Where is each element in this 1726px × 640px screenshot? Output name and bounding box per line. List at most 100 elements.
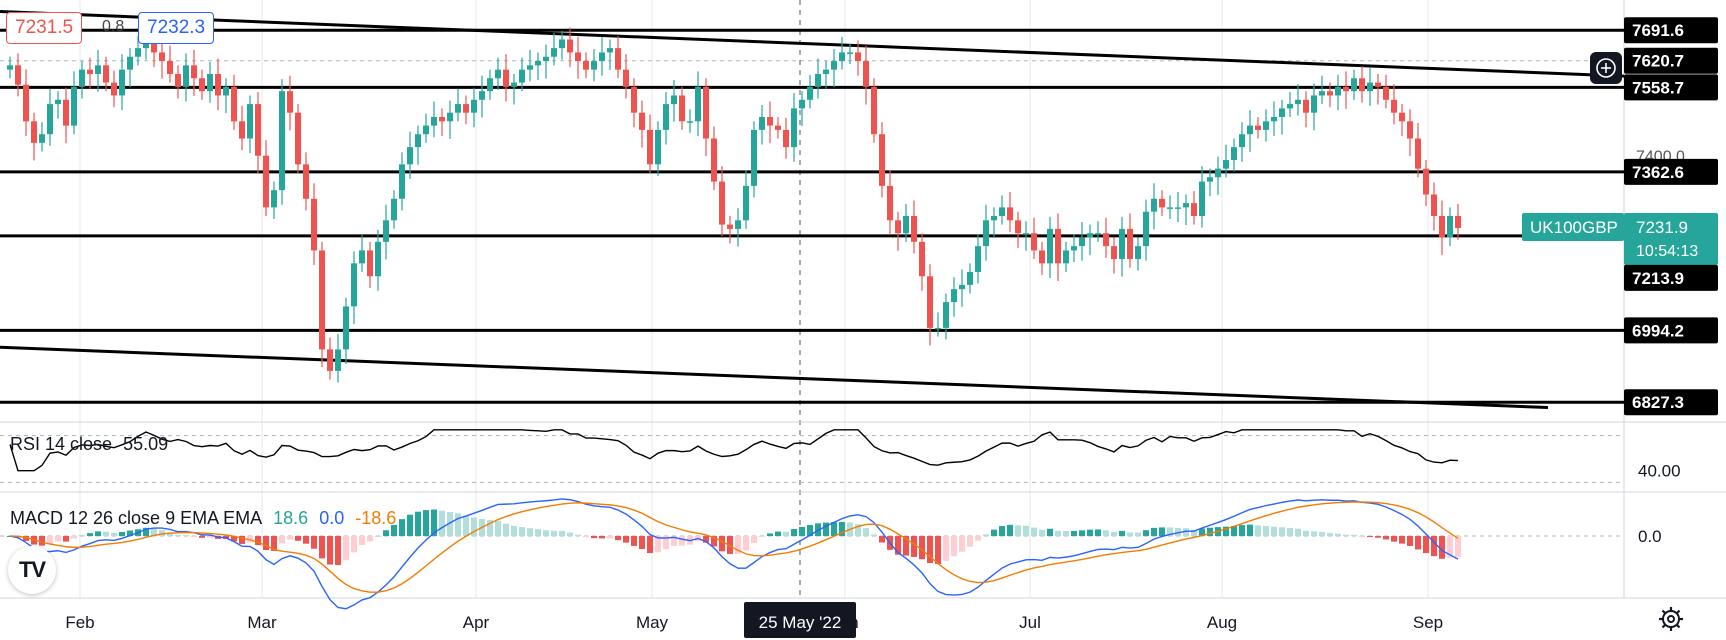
ask-price-box[interactable]: 7232.3 xyxy=(138,12,215,44)
macd-histogram-bar xyxy=(759,536,765,537)
macd-histogram-bar xyxy=(863,528,869,536)
macd-histogram-bar xyxy=(343,536,349,561)
axis-label-6994: 6994.2 xyxy=(1624,317,1718,344)
candle-body xyxy=(351,263,357,307)
candle-body xyxy=(239,121,245,139)
candle-body xyxy=(47,104,53,135)
macd-histogram-bar xyxy=(1447,536,1453,558)
axis-label-6994-text: 6994.2 xyxy=(1632,321,1684,340)
macd-histogram-bar xyxy=(503,523,509,536)
candle-body xyxy=(1255,125,1261,130)
macd-line xyxy=(9,498,1459,610)
rsi-legend-value: 55.09 xyxy=(123,434,169,454)
macd-histogram-bar xyxy=(431,509,437,536)
macd-histogram-bar xyxy=(1191,529,1197,536)
candle-body xyxy=(183,65,189,87)
candle-body xyxy=(415,134,421,148)
macd-histogram-bar xyxy=(447,511,453,536)
candle-body xyxy=(263,155,269,208)
candle-body xyxy=(1367,82,1373,92)
month-label: May xyxy=(636,613,669,632)
candle-body xyxy=(87,69,93,74)
candle-body xyxy=(1271,117,1277,122)
candle-body xyxy=(663,104,669,130)
macd-histogram-bar xyxy=(1423,536,1429,554)
candle-body xyxy=(1415,138,1421,169)
settings-gear-icon[interactable] xyxy=(1656,604,1686,634)
macd-histogram-bar xyxy=(631,536,637,546)
macd-histogram-bar xyxy=(543,530,549,536)
candle-body xyxy=(551,48,557,57)
time-axis[interactable]: FebMarAprMayJunJulAugSep25 May '22 xyxy=(65,602,1443,638)
macd-histogram-bar xyxy=(367,536,373,542)
add-alert-button[interactable] xyxy=(1590,52,1622,84)
macd-histogram-bar xyxy=(935,536,941,564)
candle-body xyxy=(807,86,813,100)
macd-histogram-bar xyxy=(207,536,213,538)
candle-body xyxy=(1263,121,1269,130)
month-label: Mar xyxy=(247,613,277,632)
macd-histogram-bar xyxy=(143,527,149,536)
macd-histogram-bar xyxy=(415,511,421,536)
macd-histogram-bar xyxy=(1071,530,1077,536)
candle-body xyxy=(1143,211,1149,247)
macd-legend[interactable]: MACD 12 26 close 9 EMA EMA 18.6 0.0 -18.… xyxy=(10,508,402,529)
rsi-legend-name: RSI 14 close xyxy=(10,434,113,454)
macd-histogram-bar xyxy=(911,536,917,557)
macd-histogram-bar xyxy=(295,536,301,541)
last-price-bg xyxy=(1624,213,1718,266)
candles xyxy=(7,19,1461,383)
macd-histogram-bar xyxy=(1103,530,1109,536)
candle-body xyxy=(879,134,885,186)
macd-histogram-bar xyxy=(991,529,997,536)
month-label: Jul xyxy=(1019,613,1041,632)
macd-legend-value-2: 0.0 xyxy=(319,508,345,528)
macd-histogram-bar xyxy=(575,534,581,536)
crosshair-date-text: 25 May '22 xyxy=(759,613,842,632)
candle-body xyxy=(199,78,205,92)
bid-price-box[interactable]: 7231.5 xyxy=(6,12,83,44)
candle-body xyxy=(503,69,509,87)
macd-histogram-bar xyxy=(311,536,317,549)
rsi-legend[interactable]: RSI 14 close 55.09 xyxy=(10,434,174,455)
candle-body xyxy=(1303,99,1309,113)
candle-body xyxy=(447,112,453,122)
macd-histogram-bar xyxy=(599,536,605,539)
candle-body xyxy=(927,276,933,328)
candle-body xyxy=(191,65,197,79)
candle-body xyxy=(1119,228,1125,260)
macd-histogram-bar xyxy=(63,536,69,542)
macd-histogram-bar xyxy=(351,536,357,553)
candle-body xyxy=(799,99,805,109)
macd-histogram-bar xyxy=(1287,527,1293,536)
candle-body xyxy=(1215,168,1221,178)
candle-body xyxy=(631,86,637,113)
candle-body xyxy=(1295,99,1301,105)
macd-histogram-bar xyxy=(535,529,541,536)
macd-histogram-bar xyxy=(671,536,677,546)
candle-body xyxy=(71,86,77,126)
support-resistance-levels xyxy=(0,28,1624,404)
tradingview-logo[interactable]: TV xyxy=(8,546,56,594)
candle-body xyxy=(815,73,821,87)
candle-body xyxy=(319,250,325,350)
candle-body xyxy=(567,39,573,53)
candle-body xyxy=(479,91,485,100)
macd-histogram-bar xyxy=(1047,528,1053,536)
macd-histogram-bar xyxy=(967,536,973,547)
macd-histogram-bar xyxy=(647,536,653,554)
candle-body xyxy=(295,112,301,165)
macd-histogram-bar xyxy=(703,536,709,543)
macd-histogram-bar xyxy=(791,529,797,536)
candle-body xyxy=(431,117,437,126)
candle-body xyxy=(63,99,69,126)
symbol-tag-text: UK100GBP xyxy=(1530,218,1618,237)
candle-body xyxy=(1391,99,1397,113)
macd-histogram-bar xyxy=(919,536,925,560)
macd-histogram-bar xyxy=(463,515,469,536)
macd-histogram-bar xyxy=(1407,536,1413,546)
macd-histogram-bar xyxy=(111,532,117,536)
macd-histogram-bar xyxy=(1295,528,1301,536)
